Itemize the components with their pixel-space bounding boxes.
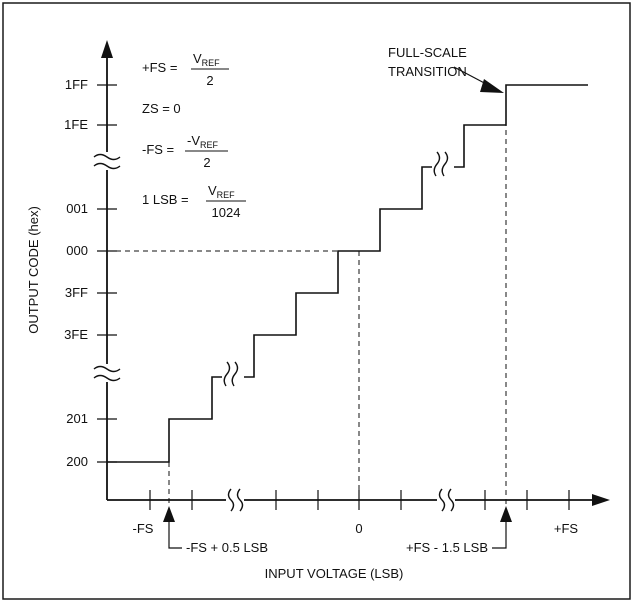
equation-zero-scale: ZS = 0 (142, 101, 181, 116)
eq-numerator: VREF (193, 51, 220, 68)
y-code-label: 000 (66, 243, 88, 258)
callout-line-1: FULL-SCALE (388, 45, 467, 60)
equation-positive-fs: +FS = VREF 2 (142, 51, 229, 88)
x-label-pos-fs: +FS (554, 521, 579, 536)
x-axis-break-right (437, 488, 455, 512)
first-transition-arrow (163, 506, 182, 549)
eq-denominator: 2 (206, 73, 213, 88)
y-code-label: 3FE (64, 327, 88, 342)
equation-negative-fs: -FS = -VREF 2 (142, 133, 228, 170)
staircase-break-upper (432, 151, 454, 177)
callout-line-2: TRANSITION (388, 64, 467, 79)
y-code-label: 001 (66, 201, 88, 216)
eq-denominator: 2 (203, 155, 210, 170)
eq-denominator: 1024 (212, 205, 241, 220)
y-axis-arrowhead (101, 40, 113, 58)
eq-numerator: VREF (208, 183, 235, 200)
x-label-neg-fs: -FS (133, 521, 154, 536)
x-label-first-transition: -FS + 0.5 LSB (186, 540, 268, 555)
equation-one-lsb: 1 LSB = VREF 1024 (142, 183, 246, 220)
x-axis-arrowhead (592, 494, 610, 506)
eq-lhs: 1 LSB = (142, 192, 189, 207)
y-code-label: 200 (66, 454, 88, 469)
last-transition-arrow (492, 506, 512, 549)
y-axis-break-upper (93, 152, 121, 170)
y-code-label: 1FE (64, 117, 88, 132)
x-label-last-transition: +FS - 1.5 LSB (406, 540, 488, 555)
y-axis-break-lower (93, 364, 121, 382)
y-code-label: 1FF (65, 77, 88, 92)
x-label-zero: 0 (355, 521, 362, 536)
staircase-break-lower (222, 361, 244, 387)
x-axis-title: INPUT VOLTAGE (LSB) (265, 566, 404, 581)
y-axis-title: OUTPUT CODE (hex) (26, 206, 41, 334)
eq-lhs: +FS = (142, 60, 177, 75)
full-scale-callout-arrowhead (480, 79, 504, 93)
y-code-label: 3FF (65, 285, 88, 300)
transfer-staircase (107, 84, 588, 463)
x-ticks (149, 490, 570, 510)
eq-numerator: -VREF (187, 133, 219, 150)
x-axis-break-left (226, 488, 244, 512)
eq-lhs: -FS = (142, 142, 174, 157)
y-code-label: 201 (66, 411, 88, 426)
